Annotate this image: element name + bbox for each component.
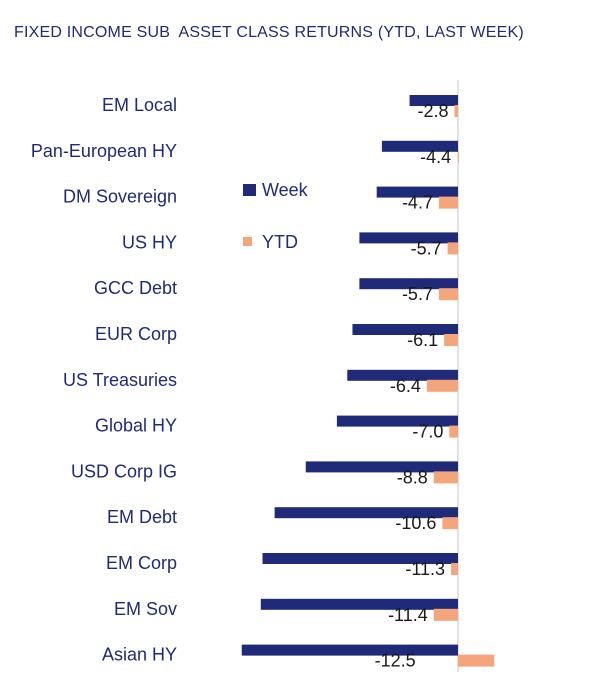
category-label: EM Debt: [107, 507, 177, 527]
week-bar: [359, 278, 458, 290]
category-label: DM Sovereign: [63, 187, 177, 207]
ytd-bar: [444, 334, 458, 346]
category-label: Asian HY: [102, 645, 177, 665]
data-label: -10.6: [395, 513, 436, 533]
legend-label-ytd: YTD: [262, 232, 298, 252]
data-label: -5.7: [411, 238, 442, 258]
legend-swatch-week: [243, 184, 256, 196]
week-bar: [359, 232, 458, 244]
category-label: EM Sov: [114, 599, 177, 619]
ytd-bar: [438, 196, 458, 209]
data-label: -12.5: [375, 651, 416, 671]
ytd-bar: [451, 563, 458, 575]
category-label: Global HY: [95, 416, 177, 436]
data-label: -6.4: [390, 376, 421, 396]
data-label: -6.1: [407, 330, 438, 350]
data-label: -11.4: [388, 605, 428, 625]
ytd-bar: [454, 105, 458, 117]
data-label: -4.4: [420, 147, 451, 167]
week-bar: [376, 186, 458, 198]
week-bar: [336, 415, 458, 427]
week-bar: [262, 553, 458, 564]
week-bar: [381, 140, 458, 152]
category-label: Pan-European HY: [31, 141, 177, 161]
category-label: USD Corp IG: [71, 461, 177, 481]
ytd-bar: [449, 425, 458, 438]
week-bar: [409, 95, 458, 106]
data-label: -5.7: [402, 284, 433, 304]
week-bar: [352, 324, 458, 335]
ytd-bar: [458, 150, 459, 163]
category-label: US Treasuries: [63, 370, 177, 390]
ytd-bar: [458, 654, 495, 667]
chart-title: FIXED INCOME SUB ASSET CLASS RETURNS (YT…: [14, 24, 524, 41]
category-label: EUR Corp: [95, 324, 177, 344]
data-label: -7.0: [412, 422, 443, 442]
week-bar: [260, 598, 458, 610]
ytd-bar: [433, 471, 458, 484]
ytd-bar: [447, 242, 458, 255]
ytd-bar: [438, 288, 458, 301]
week-bar: [241, 644, 458, 656]
category-label: EM Corp: [106, 553, 177, 573]
week-bar: [305, 461, 458, 473]
data-label: -2.8: [418, 101, 449, 121]
legend-swatch-ytd: [243, 237, 252, 246]
data-label: -11.3: [405, 559, 445, 579]
category-label: US HY: [122, 232, 177, 252]
ytd-bar: [442, 517, 458, 530]
ytd-bar: [426, 379, 458, 392]
week-bar: [274, 507, 458, 519]
legend-label-week: Week: [262, 180, 309, 200]
category-label: GCC Debt: [94, 278, 177, 298]
category-label: EM Local: [102, 95, 177, 115]
data-label: -8.8: [397, 467, 428, 487]
data-label: -4.7: [402, 193, 433, 213]
week-bar: [347, 369, 458, 381]
ytd-bar: [433, 608, 458, 621]
